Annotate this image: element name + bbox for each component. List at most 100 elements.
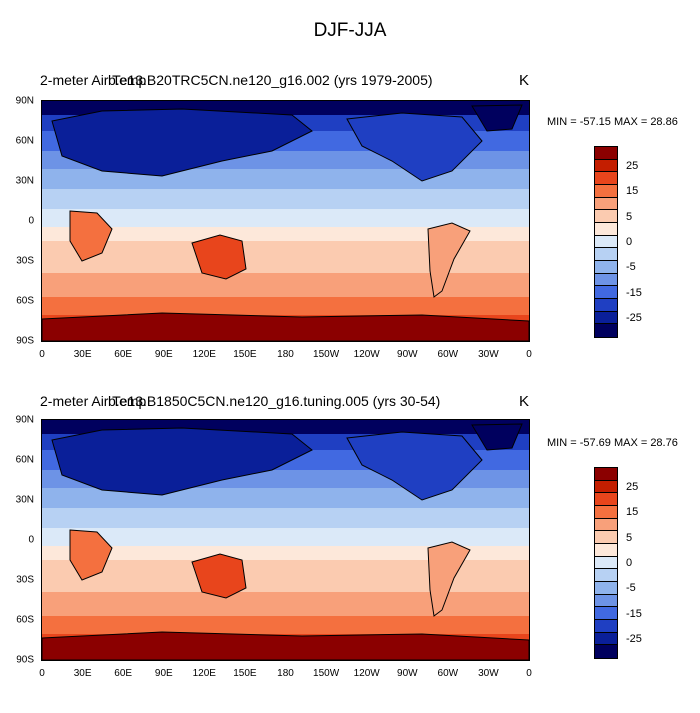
colorbar-segment — [595, 493, 617, 506]
lon-tick-label: 0 — [526, 349, 532, 360]
lon-tick-label: 0 — [526, 668, 532, 679]
colorbar-label: 5 — [626, 531, 633, 544]
field-band — [42, 508, 529, 528]
lon-tick-label: 90E — [154, 349, 173, 360]
panel-2-map-field — [42, 420, 529, 660]
field-band — [42, 616, 529, 634]
lat-tick-label: 0 — [28, 534, 34, 546]
panel-1-colorbar — [594, 146, 618, 338]
colorbar-segment — [595, 505, 617, 519]
lon-tick-label: 180 — [277, 668, 294, 679]
greenland-landmass — [471, 423, 523, 451]
north-america-landmass — [346, 112, 483, 182]
africa-landmass — [69, 210, 113, 262]
eurasia-landmass — [51, 108, 313, 177]
lon-tick-label: 0 — [39, 668, 45, 679]
lat-tick-label: 90N — [15, 414, 34, 426]
colorbar-segment — [595, 556, 617, 570]
lat-tick-label: 90S — [16, 654, 34, 666]
colorbar-segment — [595, 645, 617, 658]
antarctica-landmass — [42, 312, 529, 341]
colorbar-segment — [595, 222, 617, 236]
lon-tick-label: 120W — [353, 668, 380, 679]
lon-tick-label: 0 — [39, 349, 45, 360]
field-band — [42, 273, 529, 297]
lon-tick-label: 90W — [397, 668, 418, 679]
lon-tick-label: 150W — [313, 349, 340, 360]
colorbar-segment — [595, 184, 617, 198]
colorbar-segment — [595, 172, 617, 185]
lat-tick-label: 30N — [15, 494, 34, 506]
colorbar-segment — [595, 632, 617, 646]
colorbar-label: -5 — [626, 261, 636, 274]
australia-landmass — [191, 234, 247, 280]
map-panel-2: 2-meter Air Temp b.e13.B1850C5CN.ne120_g… — [0, 391, 700, 713]
colorbar-segment — [595, 210, 617, 223]
lon-tick-label: 60W — [437, 349, 459, 360]
colorbar-segment — [595, 273, 617, 287]
field-band — [42, 297, 529, 315]
field-band — [42, 209, 529, 227]
panel-2-minmax: MIN = -57.69 MAX = 28.76 — [547, 437, 678, 449]
colorbar-segment — [595, 518, 617, 532]
lon-tick-label: 30W — [478, 668, 499, 679]
lat-tick-label: 60S — [16, 295, 34, 307]
colorbar-label: -15 — [626, 286, 642, 299]
colorbar-segment — [595, 607, 617, 620]
colorbar-segment — [595, 531, 617, 544]
lon-tick-label: 30E — [73, 349, 92, 360]
lon-tick-label: 150E — [233, 668, 257, 679]
field-band — [42, 227, 529, 241]
colorbar-segment — [595, 480, 617, 494]
colorbar-segment — [595, 324, 617, 337]
panel-1-map — [41, 100, 530, 342]
colorbar-segment — [595, 286, 617, 299]
south-america-landmass — [427, 222, 471, 298]
field-band — [42, 546, 529, 560]
lon-tick-label: 120E — [192, 349, 216, 360]
panel-1-case: b.e13.B20TRC5CN.ne120_g16.002 (yrs 1979-… — [108, 72, 433, 88]
colorbar-segment — [595, 159, 617, 173]
panel-1-minmax: MIN = -57.15 MAX = 28.86 — [547, 116, 678, 128]
lon-tick-label: 60W — [437, 668, 459, 679]
panel-2-case: b.e13.B1850C5CN.ne120_g16.tuning.005 (yr… — [108, 393, 441, 409]
colorbar-segment — [595, 311, 617, 325]
lon-tick-label: 90E — [154, 668, 173, 679]
colorbar-segment — [595, 197, 617, 211]
colorbar-label: 0 — [626, 236, 633, 248]
colorbar-segment — [595, 619, 617, 633]
map-panel-1: 2-meter Air Temp b.e13.B20TRC5CN.ne120_g… — [0, 70, 700, 392]
lat-tick-label: 30N — [15, 175, 34, 187]
australia-landmass — [191, 553, 247, 599]
eurasia-landmass — [51, 427, 313, 496]
antarctica-landmass — [42, 631, 529, 660]
colorbar-label: -25 — [626, 633, 642, 645]
colorbar-label: 25 — [626, 160, 639, 172]
figure-title: DJF-JJA — [313, 20, 387, 41]
north-america-landmass — [346, 431, 483, 501]
lat-tick-label: 90S — [16, 335, 34, 347]
lon-tick-label: 180 — [277, 349, 294, 360]
field-band — [42, 528, 529, 546]
colorbar-label: 15 — [626, 506, 639, 519]
panel-2-colorbar — [594, 467, 618, 659]
colorbar-segment — [595, 569, 617, 582]
colorbar-segment — [595, 468, 617, 481]
colorbar-label: 15 — [626, 185, 639, 198]
lon-tick-label: 60E — [114, 349, 133, 360]
lon-tick-label: 120W — [353, 349, 380, 360]
colorbar-label: 0 — [626, 557, 633, 569]
lat-tick-label: 60N — [15, 135, 34, 147]
lon-tick-label: 60E — [114, 668, 133, 679]
colorbar-segment — [595, 581, 617, 595]
lon-tick-label: 120E — [192, 668, 216, 679]
lon-tick-label: 30E — [73, 668, 92, 679]
panel-2-map — [41, 419, 530, 661]
panel-2-variable: 2-meter Air Temp — [40, 393, 147, 409]
colorbar-label: -25 — [626, 312, 642, 324]
field-band — [42, 189, 529, 209]
lat-tick-label: 60N — [15, 454, 34, 466]
colorbar-segment — [595, 235, 617, 249]
panel-2-units: K — [519, 393, 530, 410]
lat-tick-label: 90N — [15, 95, 34, 107]
